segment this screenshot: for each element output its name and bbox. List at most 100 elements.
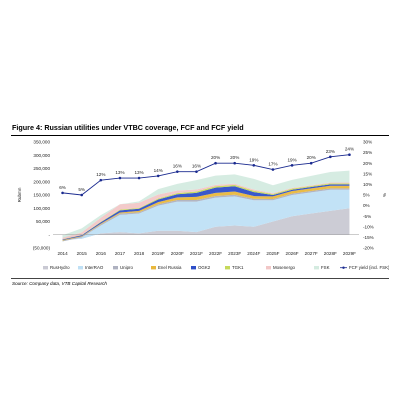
x-tick-label: 2029F xyxy=(343,251,356,256)
fcf-yield-label: 19% xyxy=(287,157,296,162)
x-tick-label: 2020F xyxy=(171,251,184,256)
area-unipro xyxy=(62,188,350,242)
fcf-yield-point xyxy=(309,161,313,165)
y2-tick-label: 30% xyxy=(363,140,372,145)
fcf-yield-point xyxy=(329,155,332,159)
y-tick-label: 150,000 xyxy=(33,193,50,198)
fcf-yield-point xyxy=(99,178,103,182)
legend-label: InterRAO xyxy=(85,265,104,270)
fcf-yield-point xyxy=(195,170,198,173)
x-tick-label: 2023F xyxy=(228,251,241,256)
legend-label: FCF yield (incl. FSK), rhs xyxy=(349,265,389,270)
x-tick-label: 2016 xyxy=(96,251,107,256)
y2-axis-title: % xyxy=(382,193,387,197)
x-tick-label: 2025F xyxy=(266,251,279,256)
legend-label: Enel Russia xyxy=(158,265,182,270)
legend-swatch xyxy=(225,266,230,270)
fcf-yield-label: 13% xyxy=(134,170,143,175)
area-rushydro xyxy=(62,208,350,241)
fcf-yield-point xyxy=(80,193,83,197)
y2-tick-label: -10% xyxy=(363,224,374,229)
y2-tick-label: 20% xyxy=(363,161,372,166)
fcf-yield-point xyxy=(156,174,160,178)
y-tick-label: 350,000 xyxy=(33,140,50,145)
fcf-yield-point xyxy=(118,176,122,180)
y2-tick-label: -5% xyxy=(363,214,371,219)
area-interrao xyxy=(62,189,350,242)
y-tick-label: - xyxy=(48,232,50,237)
fcf-yield-label: 19% xyxy=(249,157,258,162)
y-tick-label: 200,000 xyxy=(33,179,50,184)
area-ogk2 xyxy=(62,184,350,241)
fcf-yield-point xyxy=(348,153,351,157)
legend-swatch xyxy=(78,266,83,270)
x-tick-label: 2019F xyxy=(152,251,165,256)
y-axis-title: Rubmn xyxy=(17,187,22,202)
area-enel-russia xyxy=(62,185,350,241)
legend-label: OGK2 xyxy=(198,265,211,270)
chart-area: (50,000) - 50,000 100,000 150,000 200,000 250,… xyxy=(11,136,389,278)
fcf-yield-line xyxy=(62,154,350,196)
fcf-yield-label: 20% xyxy=(307,155,316,160)
title-rule xyxy=(11,135,389,136)
fcf-yield-point xyxy=(137,176,141,180)
x-tick-label: 2021F xyxy=(190,251,203,256)
legend-swatch xyxy=(314,266,319,270)
fcf-yield-label: 6% xyxy=(59,185,66,190)
y2-tick-label: 25% xyxy=(363,150,372,155)
fcf-yield-point xyxy=(214,161,217,165)
area-fsk xyxy=(62,170,350,238)
fcf-yield-point xyxy=(290,164,294,167)
x-tick-label: 2015 xyxy=(77,251,88,256)
y-tick-label: 250,000 xyxy=(33,166,50,171)
y-tick-label: (50,000) xyxy=(33,246,51,251)
source-rule xyxy=(11,278,389,279)
y2-tick-label: 15% xyxy=(363,171,372,176)
fcf-yield-point xyxy=(271,168,275,171)
fcf-yield-label: 20% xyxy=(211,155,220,160)
fcf-yield-point xyxy=(176,170,179,173)
y2-tick-label: 5% xyxy=(363,193,370,198)
x-tick-label: 2022F xyxy=(209,251,222,256)
legend-label: RusHydro xyxy=(50,265,70,270)
x-tick-label: 2014 xyxy=(57,251,68,256)
legend-swatch xyxy=(266,266,271,270)
x-tick-label: 2017 xyxy=(115,251,126,256)
fcf-yield-label: 24% xyxy=(345,147,354,152)
figure-source: Source: Company data, VTB Capital Resear… xyxy=(12,280,107,286)
y-tick-label: 100,000 xyxy=(33,206,50,211)
y2-tick-label: 10% xyxy=(363,182,372,187)
fcf-yield-label: 16% xyxy=(173,164,182,169)
legend-swatch xyxy=(151,266,156,270)
legend-line-marker xyxy=(342,266,345,269)
chart-svg: (50,000) - 50,000 100,000 150,000 200,000 250,… xyxy=(17,140,389,270)
fcf-yield-label: 14% xyxy=(154,168,163,173)
fcf-yield-label: 17% xyxy=(268,162,277,167)
fcf-yield-label: 5% xyxy=(78,187,85,192)
fcf-yield-label: 13% xyxy=(115,170,124,175)
y2-tick-label: -20% xyxy=(363,246,374,251)
x-tick-label: 2024F xyxy=(247,251,260,256)
y-tick-label: 300,000 xyxy=(33,153,50,158)
fcf-yield-label: 23% xyxy=(326,149,335,154)
legend-swatch xyxy=(43,266,48,270)
y2-tick-label: 0% xyxy=(363,203,370,208)
y-tick-label: 50,000 xyxy=(36,219,50,224)
fcf-yield-label: 16% xyxy=(192,164,201,169)
fcf-yield-point xyxy=(252,164,256,167)
x-tick-label: 2027F xyxy=(305,251,318,256)
legend-swatch xyxy=(113,266,118,270)
fcf-yield-label: 12% xyxy=(96,172,105,177)
legend-label: FSK xyxy=(321,265,330,270)
figure: Figure 4: Russian utilities under VTBC c… xyxy=(11,123,389,286)
figure-title: Figure 4: Russian utilities under VTBC c… xyxy=(12,123,244,132)
legend-label: Unipro xyxy=(120,265,133,270)
fcf-yield-label: 20% xyxy=(230,155,239,160)
x-tick-label: 2026F xyxy=(286,251,299,256)
x-tick-label: 2018 xyxy=(134,251,145,256)
fcf-yield-point xyxy=(233,161,236,165)
y2-tick-label: -15% xyxy=(363,235,374,240)
legend-swatch xyxy=(191,266,196,270)
x-tick-label: 2028F xyxy=(324,251,337,256)
legend-label: Mosenergo xyxy=(273,265,296,270)
